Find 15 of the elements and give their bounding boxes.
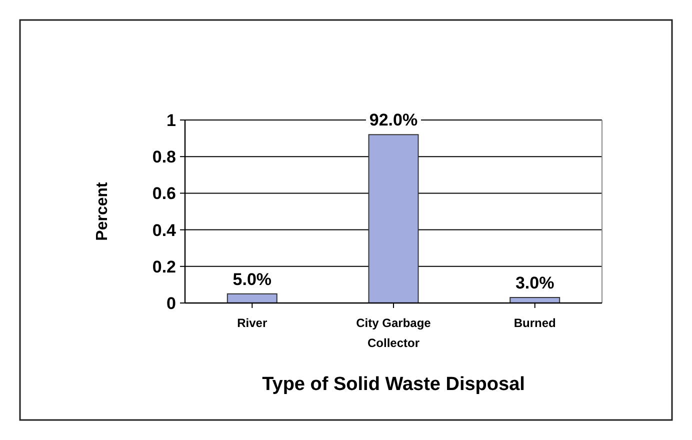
x-tick-label: Burned [514,316,556,330]
y-tick-label: 1 [166,110,176,130]
x-tick-label: City Garbage Collector [356,316,432,350]
y-tick-label: 0.8 [152,148,176,167]
data-label: 92.0% [369,110,418,130]
x-tick-label: River [237,316,268,330]
y-tick-label: 0.6 [152,184,176,204]
bar [368,134,419,304]
y-tick-label: 0.4 [152,220,177,240]
data-label: 5.0% [232,270,272,289]
y-tick-label: 0 [166,294,176,313]
y-axis-title: Percent [94,181,111,241]
x-axis-title: Type of Solid Waste Disposal [262,374,525,395]
y-tick-label: 0.2 [152,257,176,276]
data-label: 3.0% [515,274,554,293]
